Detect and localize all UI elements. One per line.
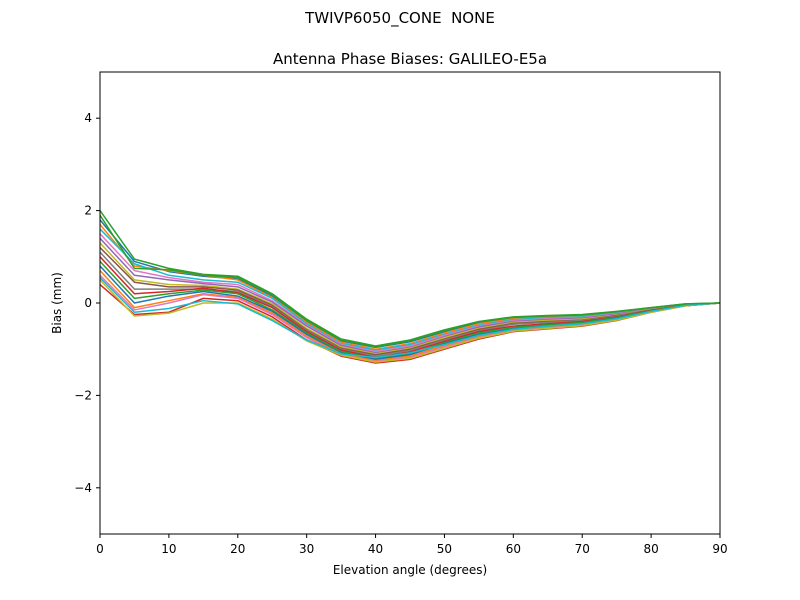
chart-title: Antenna Phase Biases: GALILEO-E5a: [273, 50, 547, 68]
figure-suptitle: TWIVP6050_CONE NONE: [305, 9, 495, 27]
tick-layer: 0 10 20 30 40 50 60 70 80 90 −4 −2 0 2 4: [74, 111, 727, 556]
y-tick-label: −2: [74, 388, 92, 402]
series-line-2: [99, 219, 721, 349]
y-tick-label: 4: [84, 111, 92, 125]
series-line-6: [99, 237, 721, 354]
series-line-18: [99, 214, 721, 348]
x-tick-label: 20: [230, 542, 245, 556]
x-tick-label: 90: [712, 542, 727, 556]
series-line-11: [99, 260, 721, 360]
series-line-17: [99, 277, 721, 359]
x-axis-label: Elevation angle (degrees): [333, 563, 487, 577]
x-tick-label: 60: [506, 542, 521, 556]
series-line-16: [99, 279, 721, 363]
series-layer: [99, 210, 721, 364]
x-tick-label: 80: [643, 542, 658, 556]
x-tick-label: 10: [161, 542, 176, 556]
y-tick-label: −4: [74, 481, 92, 495]
plot-frame: [99, 71, 721, 535]
y-tick-label: 2: [84, 204, 92, 218]
y-tick-label: 0: [84, 296, 92, 310]
x-tick-label: 40: [368, 542, 383, 556]
x-tick-label: 30: [299, 542, 314, 556]
x-tick-label: 50: [437, 542, 452, 556]
series-line-8: [99, 247, 721, 356]
x-tick-label: 70: [575, 542, 590, 556]
series-line-7: [99, 242, 721, 355]
series-line-9: [99, 251, 721, 357]
y-axis-label: Bias (mm): [50, 272, 64, 334]
x-tick-label: 0: [96, 542, 104, 556]
